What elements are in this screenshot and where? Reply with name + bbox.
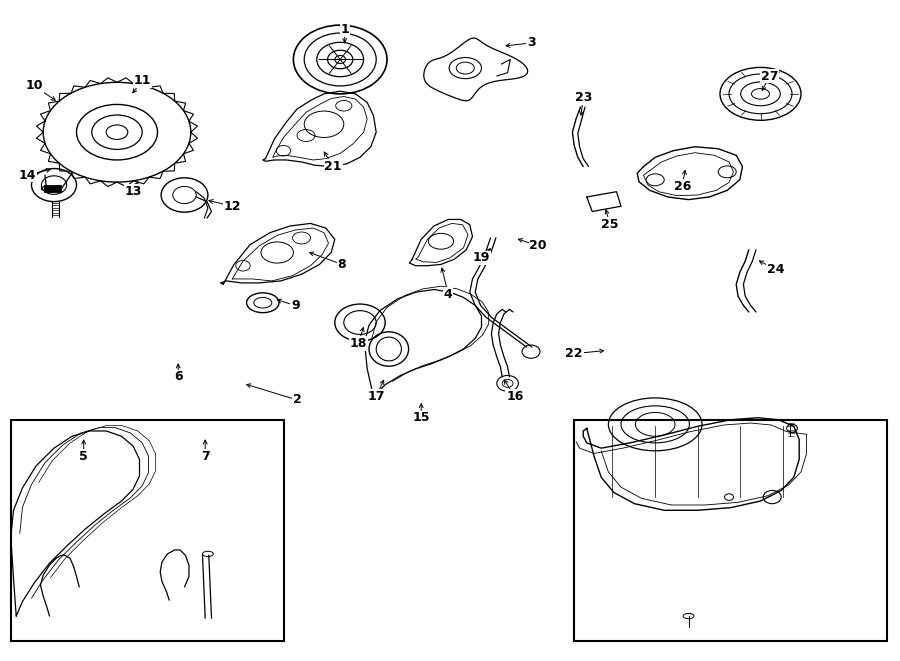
Text: 17: 17 (367, 390, 385, 403)
Text: 7: 7 (201, 449, 210, 463)
Text: 19: 19 (472, 251, 490, 264)
Text: 10: 10 (25, 79, 43, 93)
Text: 21: 21 (324, 160, 342, 173)
Text: 8: 8 (338, 258, 346, 271)
Text: 15: 15 (412, 411, 430, 424)
Bar (11, 420, 284, 641)
Text: 24: 24 (767, 263, 785, 276)
Text: 13: 13 (124, 185, 142, 198)
Text: 11: 11 (133, 74, 151, 87)
Text: 16: 16 (506, 390, 524, 403)
Text: 22: 22 (565, 347, 583, 360)
Bar (574, 420, 886, 641)
Text: 4: 4 (444, 288, 453, 301)
Text: 26: 26 (673, 180, 691, 193)
Text: 14: 14 (18, 169, 36, 182)
Text: 3: 3 (526, 36, 536, 50)
Text: 9: 9 (291, 299, 300, 312)
Text: 5: 5 (79, 449, 88, 463)
Text: 18: 18 (349, 337, 367, 350)
Text: 23: 23 (574, 91, 592, 104)
Text: 27: 27 (760, 69, 778, 83)
Text: 6: 6 (174, 370, 183, 383)
Text: 12: 12 (223, 200, 241, 213)
Text: 25: 25 (601, 218, 619, 231)
Text: 2: 2 (292, 393, 302, 407)
Text: 1: 1 (340, 23, 349, 36)
Text: 20: 20 (529, 239, 547, 253)
